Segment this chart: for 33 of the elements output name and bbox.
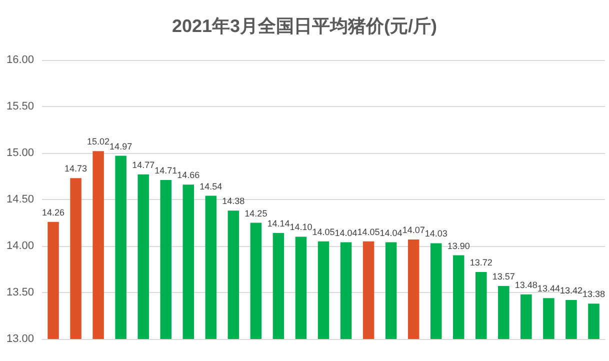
y-tick-label: 14.50 [6,194,34,206]
data-label: 14.25 [244,208,268,218]
data-label: 14.05 [312,226,335,237]
y-tick-label: 15.00 [6,147,34,159]
data-label: 14.73 [64,164,88,174]
chart-title: 2021年3月全国日平均猪价(元/斤) [172,16,438,36]
data-label: 14.04 [380,228,402,238]
data-label: 13.57 [492,271,515,282]
data-label: 14.05 [357,226,380,237]
data-label: 13.38 [582,289,606,300]
data-label: 14.97 [110,141,132,152]
data-label: 14.07 [402,224,425,235]
data-label: 13.48 [514,280,538,290]
data-label: 14.54 [200,181,222,192]
data-label: 14.38 [222,196,245,206]
data-label: 15.02 [87,136,110,147]
data-label: 14.03 [424,228,448,239]
data-label: 14.66 [177,170,200,180]
data-label: 13.72 [470,258,492,268]
data-label: 14.26 [42,207,65,218]
data-label: 13.90 [447,240,470,251]
data-label: 13.42 [560,285,582,296]
y-tick-label: 13.50 [6,286,34,298]
data-label: 14.71 [154,165,178,176]
data-label: 14.04 [334,228,358,238]
data-label: 14.14 [267,218,290,228]
data-label: 14.77 [132,160,155,170]
y-tick-label: 14.00 [6,240,34,252]
y-tick-label: 15.50 [6,100,34,112]
data-label: 13.44 [537,284,560,294]
data-label: 14.10 [290,222,312,232]
y-tick-label: 16.00 [6,54,34,66]
y-tick-label: 13.00 [6,333,34,345]
